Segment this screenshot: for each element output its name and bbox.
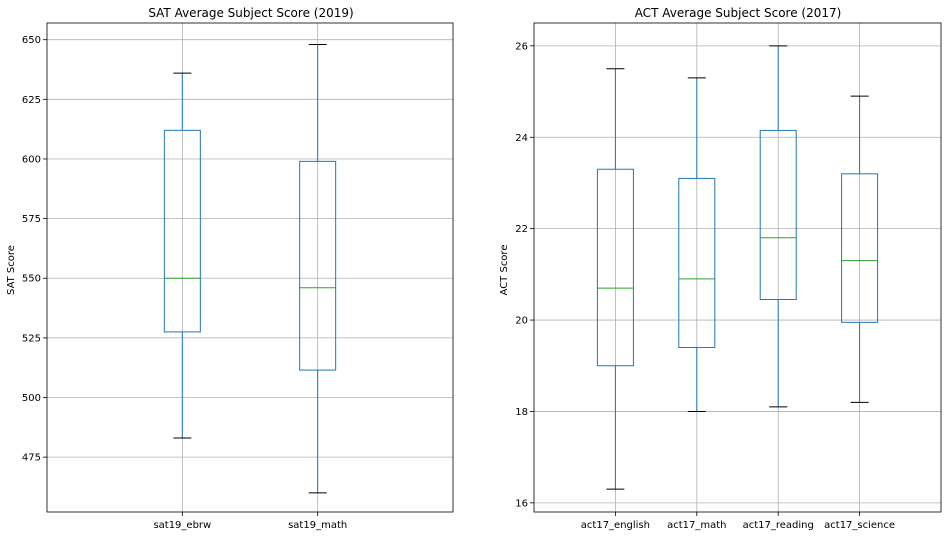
act-x-tick-label: act17_science (824, 520, 895, 531)
sat-y-tick-label: 500 (22, 393, 41, 404)
sat-plot-frame (46, 22, 454, 513)
act-box-act17_reading (759, 45, 797, 408)
act-y-ticks: 16 18 20 22 24 26 (515, 41, 534, 509)
sat-y-tick-label: 575 (22, 214, 41, 225)
act-y-tick-label: 20 (515, 316, 528, 327)
act-x-ticks: act17_english act17_math act17_reading act1… (581, 512, 895, 531)
act-box-act17_english (596, 68, 634, 490)
act-panel: ACT Average Subject Score (2017) ACT Sco… (499, 6, 942, 531)
sat-y-tick-label: 625 (22, 95, 41, 106)
sat-box-sat19_math (299, 43, 337, 494)
sat-y-ticks: 475 500 525 550 575 600 625 650 (22, 35, 47, 464)
sat-gridlines (47, 23, 453, 512)
act-y-tick-label: 26 (515, 41, 528, 52)
sat-y-tick-label: 650 (22, 35, 41, 46)
sat-panel: SAT Average Subject Score (2019) SAT Sco… (6, 6, 454, 531)
act-y-tick-label: 24 (515, 133, 528, 144)
sat-y-tick-label: 475 (22, 453, 41, 464)
act-y-tick-label: 18 (515, 407, 528, 418)
sat-box-sat19_ebrw (163, 72, 201, 439)
act-y-tick-label: 16 (515, 498, 528, 509)
iqr-box (299, 160, 337, 371)
act-x-tick-label: act17_english (581, 520, 650, 531)
sat-x-tick-label: sat19_ebrw (153, 520, 211, 531)
iqr-box (759, 129, 797, 300)
sat-y-axis-label: SAT Score (6, 245, 17, 295)
act-chart-title: ACT Average Subject Score (2017) (635, 6, 842, 20)
iqr-box (678, 177, 716, 348)
iqr-box (163, 129, 201, 333)
sat-y-tick-label: 600 (22, 154, 41, 165)
act-y-axis-label: ACT Score (499, 245, 510, 296)
sat-y-tick-label: 550 (22, 274, 41, 285)
sat-y-tick-label: 525 (22, 333, 41, 344)
sat-x-ticks: sat19_ebrw sat19_math (153, 512, 347, 531)
sat-chart-title: SAT Average Subject Score (2019) (148, 6, 353, 20)
act-x-tick-label: act17_reading (743, 520, 814, 531)
iqr-box (841, 173, 879, 323)
act-plot-frame (533, 22, 942, 513)
act-box-act17_math (678, 77, 716, 412)
act-y-tick-label: 22 (515, 224, 528, 235)
act-boxes (596, 45, 879, 490)
act-gridlines (534, 23, 941, 512)
sat-x-tick-label: sat19_math (288, 520, 347, 531)
act-x-tick-label: act17_math (667, 520, 726, 531)
sat-boxes (163, 43, 337, 494)
iqr-box (596, 168, 634, 367)
act-box-act17_science (841, 95, 879, 403)
